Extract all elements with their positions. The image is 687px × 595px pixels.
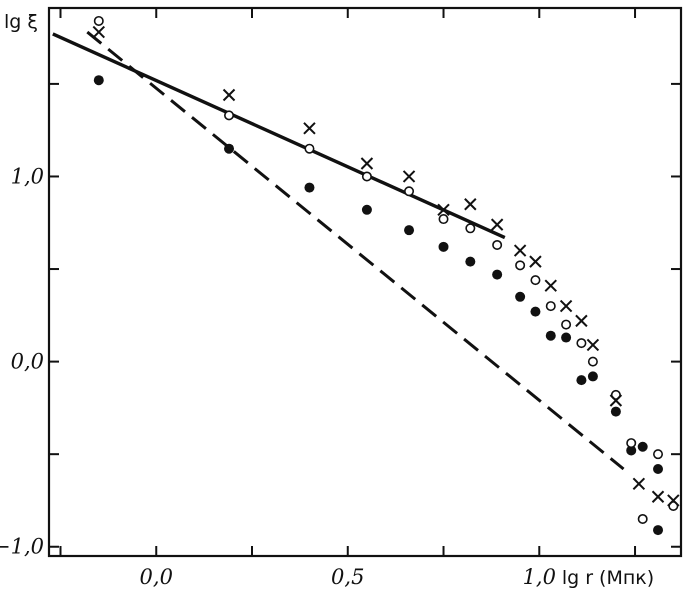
filled-circle-point — [610, 406, 621, 417]
solid-fit-line — [52, 32, 506, 240]
open-circle-point — [93, 15, 104, 26]
cross-point — [437, 203, 450, 217]
x-tick-label: 0,0 — [140, 565, 173, 589]
open-circle-point — [492, 239, 503, 250]
cross-point — [586, 338, 600, 352]
cross-point — [529, 255, 542, 268]
cross-point — [609, 394, 623, 407]
cross-stroke — [402, 170, 416, 183]
open-circle-point — [438, 214, 449, 225]
y-tick-label: 0,0 — [11, 350, 44, 374]
cross-stroke — [222, 88, 236, 102]
cross-point — [544, 279, 557, 292]
filled-circle-point — [361, 204, 372, 215]
cross-point — [559, 299, 573, 313]
cross-point — [464, 198, 477, 211]
filled-circle-point — [576, 375, 587, 386]
cross-stroke — [464, 198, 477, 211]
cross-point — [360, 157, 374, 170]
filled-circle-point — [465, 256, 476, 267]
filled-circle-point — [626, 445, 637, 456]
cross-stroke — [609, 394, 623, 407]
cross-stroke — [575, 314, 588, 328]
open-circle-point — [587, 356, 598, 367]
open-circle-point — [561, 319, 572, 330]
open-circle-point — [224, 110, 235, 121]
cross-stroke — [490, 218, 504, 231]
filled-circle-point — [653, 525, 664, 536]
cross-stroke — [559, 299, 573, 313]
filled-circle-point — [545, 330, 556, 341]
filled-circle-point — [653, 463, 664, 474]
open-circle-point — [304, 143, 315, 154]
filled-circle-point — [404, 225, 415, 236]
cross-stroke — [667, 494, 680, 507]
cross-stroke — [513, 244, 527, 257]
cross-stroke — [632, 477, 646, 491]
y-tick-label: −1,0 — [0, 535, 44, 559]
y-tick-label: 1,0 — [11, 164, 44, 188]
x-tick-label: 1,0 — [523, 565, 556, 589]
cross-point — [92, 25, 106, 39]
open-circle-point — [515, 260, 526, 271]
cross-stroke — [651, 490, 665, 503]
open-circle-point — [361, 171, 372, 182]
filled-circle-point — [93, 75, 104, 86]
cross-stroke — [303, 122, 316, 135]
cross-point — [667, 494, 680, 507]
y-axis-label: lg ξ — [4, 11, 38, 33]
x-tick-label: 0,5 — [331, 565, 364, 589]
filled-circle-point — [515, 291, 526, 302]
filled-circle-point — [304, 182, 315, 193]
cross-point — [632, 477, 646, 491]
cross-stroke — [544, 279, 557, 292]
cross-point — [303, 122, 316, 135]
cross-point — [575, 314, 588, 328]
open-circle-point — [626, 438, 637, 449]
open-circle-point — [404, 186, 415, 197]
x-axis-label: lg r (Мпк) — [562, 567, 654, 589]
cross-stroke — [437, 203, 450, 217]
cross-stroke — [360, 157, 374, 170]
filled-circle-point — [530, 306, 541, 317]
cross-stroke — [92, 25, 106, 39]
open-circle-point — [545, 301, 556, 312]
open-circle-point — [637, 513, 648, 524]
filled-circle-point — [438, 241, 449, 252]
cross-stroke — [529, 255, 542, 268]
filled-circle-point — [224, 143, 235, 154]
cross-stroke — [586, 338, 600, 352]
open-circle-point — [653, 449, 664, 460]
cross-point — [402, 170, 416, 183]
cross-point — [222, 88, 236, 102]
open-circle-point — [465, 223, 476, 234]
filled-circle-point — [637, 441, 648, 452]
cross-point — [651, 490, 665, 503]
plot-frame — [47, 6, 683, 558]
open-circle-point — [530, 275, 541, 286]
dashed-fit-line — [86, 30, 625, 471]
filled-circle-point — [561, 332, 572, 343]
cross-point — [490, 218, 504, 231]
cross-point — [513, 244, 527, 257]
open-circle-point — [576, 338, 587, 349]
filled-circle-point — [587, 371, 598, 382]
filled-circle-point — [492, 269, 503, 280]
